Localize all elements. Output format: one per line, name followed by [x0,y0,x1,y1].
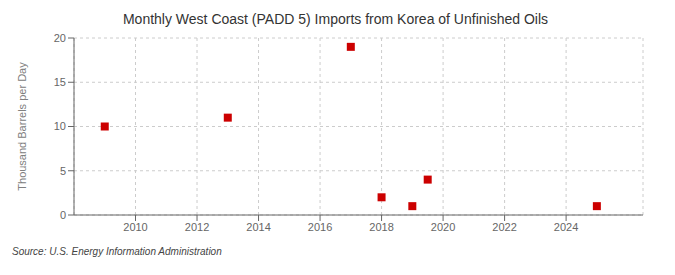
svg-text:2014: 2014 [246,221,270,233]
svg-text:15: 15 [54,76,66,88]
svg-text:0: 0 [60,209,66,221]
svg-text:5: 5 [60,165,66,177]
svg-text:2022: 2022 [492,221,516,233]
svg-text:2020: 2020 [431,221,455,233]
svg-text:2024: 2024 [554,221,578,233]
svg-text:10: 10 [54,120,66,132]
html-text:Source: U.S. Energy Informatio: Source: U.S. Energy Information Administ… [12,246,222,257]
svg-text:2012: 2012 [185,221,209,233]
svg-text:20: 20 [54,32,66,44]
svg-text:2016: 2016 [308,221,332,233]
svg-text:2018: 2018 [369,221,393,233]
svg-text:Thousand Barrels per Day: Thousand Barrels per Day [16,62,28,191]
svg-text:2010: 2010 [123,221,147,233]
html-text:Monthly West Coast (PADD 5) Im: Monthly West Coast (PADD 5) Imports from… [123,11,548,27]
